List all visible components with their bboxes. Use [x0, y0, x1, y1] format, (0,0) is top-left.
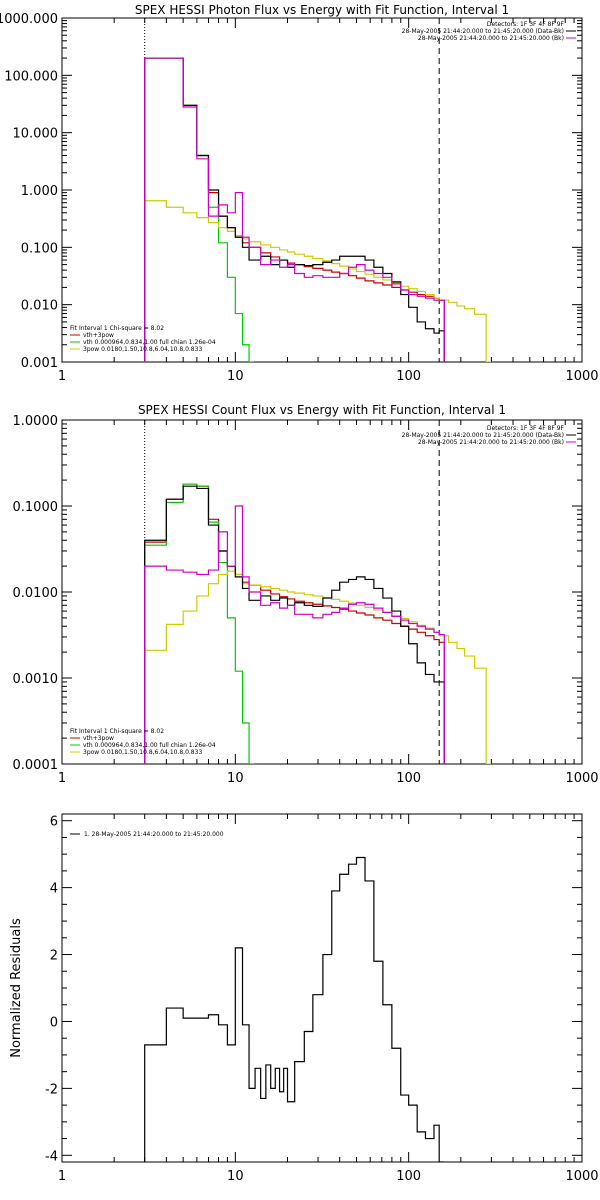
- y-tick-label: 0.001: [21, 356, 58, 371]
- plot-frame: [61, 17, 583, 363]
- series-line-2: [144, 200, 492, 362]
- series-line-0: [144, 57, 445, 362]
- series-line-1: [144, 483, 255, 764]
- x-tick-label: 1: [58, 369, 66, 384]
- chart-panel-1: SPEX HESSI Photon Flux vs Energy with Fi…: [0, 3, 599, 384]
- series-line-0: [144, 483, 445, 764]
- legend: Fit Interval 1 Chi-square = 8.02vth+3pow…: [70, 325, 216, 353]
- y-axis-label: Normalized Residuals: [9, 918, 24, 1058]
- y-tick-label: 0.0001: [13, 758, 59, 773]
- y-tick-label: 0: [50, 1015, 58, 1030]
- y-tick-label: 0.100: [21, 241, 58, 256]
- x-tick-label: 100: [396, 771, 421, 786]
- legend-title: Fit Interval 1 Chi-square = 8.02: [70, 728, 164, 735]
- y-tick-label: 100.000: [4, 69, 58, 84]
- legend: 1. 28-May-2005 21:44:20.000 to 21:45:20.…: [70, 831, 224, 838]
- series-group: [144, 483, 492, 764]
- header-line: 28-May-2005 21:44:20.000 to 21:45:20.000…: [418, 35, 564, 42]
- series-line-3: [144, 485, 445, 764]
- series-line-0: [144, 856, 445, 1162]
- chart-title: SPEX HESSI Count Flux vs Energy with Fit…: [138, 403, 506, 417]
- header-line: Detectors: 1F 3F 4F 8F 9F: [487, 21, 565, 28]
- series-line-4: [144, 505, 445, 764]
- x-tick-label: 1: [58, 1169, 66, 1184]
- legend-title: 1. 28-May-2005 21:44:20.000 to 21:45:20.…: [84, 831, 224, 838]
- x-tick-label: 10: [227, 771, 244, 786]
- legend: Fit Interval 1 Chi-square = 8.02vth+3pow…: [70, 728, 216, 756]
- chart-title: SPEX HESSI Photon Flux vs Energy with Fi…: [135, 3, 509, 17]
- y-tick-label: 2: [50, 949, 58, 964]
- x-tick-label: 10: [227, 1169, 244, 1184]
- chart-panel-2: SPEX HESSI Count Flux vs Energy with Fit…: [13, 403, 599, 786]
- x-tick-label: 1000: [565, 771, 598, 786]
- y-tick-label: 10.000: [13, 127, 59, 142]
- y-tick-label: 4: [50, 882, 58, 897]
- series-group: [144, 57, 492, 362]
- y-tick-label: 1000.000: [0, 12, 58, 27]
- header-line: 28-May-2005 21:44:20.000 to 21:45:20.000…: [402, 28, 564, 35]
- y-tick-label: 0.010: [21, 299, 58, 314]
- x-tick-label: 10: [227, 369, 244, 384]
- series-line-1: [144, 57, 255, 362]
- legend-entry: vth+3pow: [83, 332, 114, 339]
- series-line-4: [144, 57, 445, 362]
- plot-frame: [61, 419, 583, 765]
- header-line: 28-May-2005 21:44:20.000 to 21:45:20.000…: [418, 439, 564, 446]
- y-tick-label: -2: [45, 1082, 58, 1097]
- x-tick-label: 1000: [565, 1169, 598, 1184]
- x-tick-label: 1000: [565, 369, 598, 384]
- legend-entry: vth 0.000964,0.834,1.00 full chian 1.26e…: [83, 339, 216, 346]
- series-line-3: [144, 57, 445, 362]
- series-group: [144, 856, 445, 1162]
- y-tick-label: 1.0000: [13, 414, 59, 429]
- x-tick-label: 100: [396, 1169, 421, 1184]
- header-line: 28-May-2005 21:44:20.000 to 21:45:20.000…: [402, 432, 564, 439]
- x-tick-label: 100: [396, 369, 421, 384]
- y-tick-label: 0.0100: [13, 586, 59, 601]
- legend-title: Fit Interval 1 Chi-square = 8.02: [70, 325, 164, 332]
- header-line: Detectors: 1F 3F 4F 8F 9F: [487, 425, 565, 432]
- x-tick-label: 1: [58, 771, 66, 786]
- legend-entry: 3pow 0.0180,1.50,10.8,6.04,10.8,0.833: [83, 346, 202, 353]
- legend-entry: vth+3pow: [83, 735, 114, 742]
- y-tick-label: 1.000: [21, 184, 58, 199]
- y-tick-label: -4: [45, 1149, 58, 1164]
- y-tick-label: 0.1000: [13, 500, 59, 515]
- y-tick-label: 0.0010: [13, 672, 59, 687]
- plot-frame: [61, 813, 583, 1163]
- chart-panel-3: 1 10 100 1000 -4 -2 0 2 4 6 Normalized Residuals 1.…: [9, 813, 599, 1184]
- legend-entry: vth 0.000964,0.834,1.00 full chian 1.26e…: [83, 742, 216, 749]
- legend-entry: 3pow 0.0180,1.50,10.8,6.04,10.8,0.833: [83, 749, 202, 756]
- y-tick-label: 6: [50, 815, 58, 830]
